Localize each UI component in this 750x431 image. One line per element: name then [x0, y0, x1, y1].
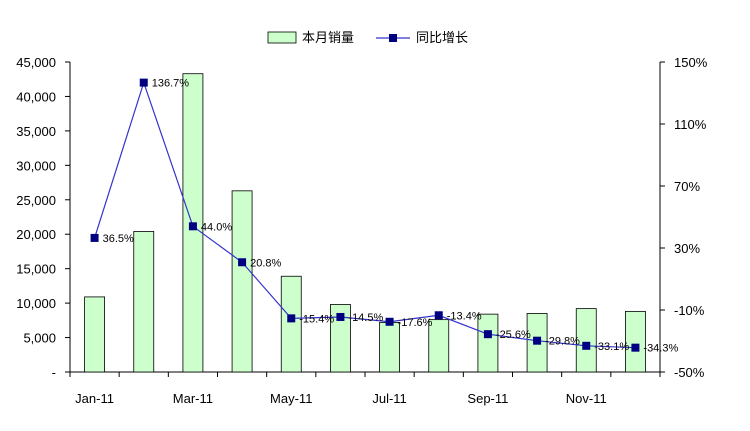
data-label: -15.4%: [299, 313, 334, 325]
left-axis-tick-label: 35,000: [16, 124, 56, 139]
data-label: -34.3%: [643, 343, 678, 355]
left-axis-tick-label: 25,000: [16, 193, 56, 208]
bar: [428, 319, 450, 373]
data-label: 36.5%: [103, 233, 134, 245]
line-marker: [139, 78, 148, 87]
legend-line-marker: [389, 34, 397, 42]
right-axis-tick-label: 110%: [674, 117, 707, 132]
line-marker: [385, 317, 394, 326]
data-label: -13.4%: [447, 310, 482, 322]
line-marker: [533, 336, 542, 345]
bar: [231, 190, 253, 373]
line-marker: [483, 330, 492, 339]
x-axis-tick-label: Jan-11: [75, 391, 114, 406]
left-axis-tick-label: 10,000: [16, 296, 56, 311]
x-axis-tick-label: Nov-11: [566, 391, 607, 406]
data-label: 136.7%: [152, 78, 190, 90]
line-marker: [336, 312, 345, 321]
right-axis-tick-label: -10%: [674, 303, 705, 318]
left-axis-tick-label: 45,000: [16, 55, 56, 70]
line-marker: [631, 343, 640, 352]
left-axis-tick-label: -: [52, 365, 56, 380]
line-series: [90, 78, 640, 352]
data-label: 20.8%: [250, 257, 281, 269]
left-axis-tick-label: 40,000: [16, 89, 56, 104]
left-axis-tick-label: 20,000: [16, 227, 56, 242]
data-label: -25.6%: [496, 329, 531, 341]
data-label: -14.5%: [348, 312, 383, 324]
bar-series: [84, 73, 646, 373]
growth-line: [94, 80, 636, 349]
x-axis-tick-label: Jul-11: [372, 391, 406, 406]
legend-line-label: 同比增长: [416, 31, 468, 46]
legend: 本月销量 同比增长: [267, 31, 468, 46]
data-label: -29.8%: [545, 336, 580, 348]
bar: [379, 321, 400, 373]
data-labels: 36.5% 136.7% 44.0% 20.8% -15.4% -14.5% -17.6% -…: [103, 78, 679, 355]
left-axis-tick-label: 5,000: [23, 331, 56, 346]
line-marker: [434, 311, 443, 320]
data-label: 44.0%: [201, 221, 232, 233]
left-axis-tick-label: 30,000: [16, 158, 56, 173]
bar: [575, 308, 597, 373]
x-axis-tick-label: Sep-11: [467, 391, 508, 406]
line-marker: [238, 258, 247, 267]
bar: [280, 275, 302, 373]
legend-bar-label: 本月销量: [302, 31, 354, 46]
x-axis-tick-label: May-11: [270, 391, 312, 406]
line-marker: [188, 222, 197, 231]
x-axis-tick-label: Mar-11: [173, 391, 213, 406]
data-label: -17.6%: [398, 317, 433, 329]
bar: [477, 313, 499, 373]
right-axis-tick-label: 70%: [674, 179, 700, 194]
line-marker: [90, 233, 99, 242]
right-axis-tick-label: -50%: [674, 365, 705, 380]
bar: [84, 296, 105, 373]
axes: - 5,000 10,000 15,000 20,000 25,000 30,000 35,0…: [16, 55, 707, 406]
bar: [133, 231, 155, 373]
bar: [330, 304, 351, 373]
legend-bar-swatch: [267, 31, 297, 44]
bar: [625, 310, 646, 373]
right-axis-tick-label: 30%: [674, 241, 700, 256]
right-axis-tick-label: 150%: [674, 55, 708, 70]
line-marker: [582, 341, 591, 350]
data-label: -33.1%: [594, 341, 629, 353]
left-axis-tick-label: 15,000: [16, 262, 56, 277]
line-marker: [287, 314, 296, 323]
